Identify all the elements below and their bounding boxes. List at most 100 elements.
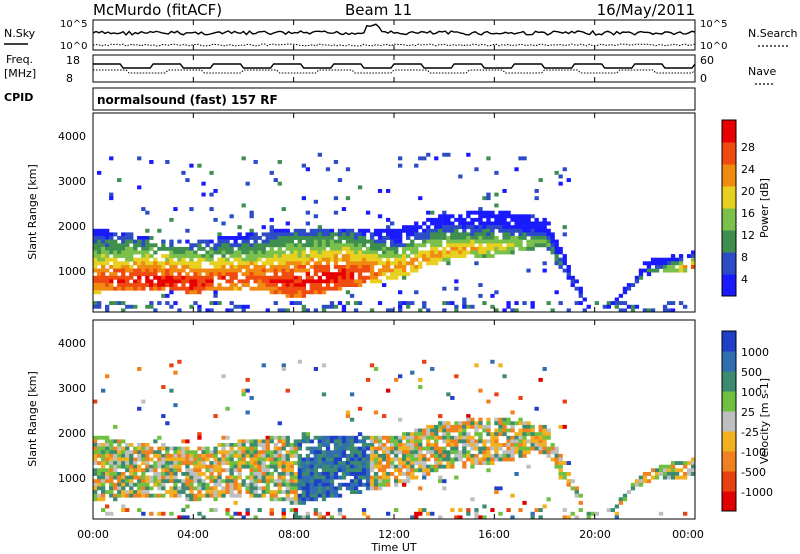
- velocity-colorbar-label: Velocity [m s-1]: [758, 378, 771, 464]
- heatmap-cell: [414, 450, 419, 455]
- heatmap-cell: [117, 439, 122, 444]
- heatmap-cell: [97, 450, 102, 455]
- heatmap-cell: [325, 468, 331, 473]
- heatmap-cell: [410, 461, 415, 466]
- heatmap-cell: [281, 363, 286, 368]
- heatmap-cell: [494, 428, 499, 433]
- heatmap-cell: [161, 239, 166, 244]
- heatmap-cell: [233, 468, 238, 473]
- heatmap-cell: [474, 217, 479, 222]
- heatmap-cell: [153, 272, 158, 277]
- heatmap-cell: [345, 261, 351, 266]
- heatmap-cell: [245, 257, 250, 262]
- heatmap-cell: [317, 446, 323, 451]
- heatmap-cell: [169, 268, 174, 273]
- heatmap-cell: [253, 261, 258, 266]
- heatmap-cell: [197, 290, 202, 295]
- heatmap-cell: [398, 265, 403, 269]
- heatmap-cell: [490, 228, 495, 233]
- heatmap-cell: [510, 493, 515, 498]
- heatmap-cell: [486, 225, 491, 230]
- heatmap-cell: [333, 304, 339, 309]
- heatmap-cell: [377, 435, 383, 440]
- heatmap-cell: [614, 515, 620, 520]
- heatmap-cell: [241, 265, 246, 269]
- heatmap-cell: [450, 450, 455, 455]
- heatmap-cell: [390, 439, 395, 444]
- heatmap-cell: [341, 453, 347, 458]
- heatmap-cell: [293, 293, 299, 298]
- heatmap-cell: [145, 210, 150, 215]
- heatmap-cell: [406, 254, 411, 259]
- heatmap-cell: [337, 439, 343, 444]
- heatmap-cell: [261, 490, 266, 495]
- heatmap-cell: [386, 246, 391, 251]
- heatmap-cell: [233, 475, 238, 480]
- heatmap-cell: [325, 254, 331, 259]
- heatmap-cell: [221, 254, 226, 259]
- heatmap-cell: [410, 261, 415, 266]
- heatmap-cell: [137, 283, 142, 288]
- heatmap-cell: [113, 239, 118, 244]
- heatmap-cell: [277, 457, 282, 462]
- heatmap-cell: [482, 515, 487, 520]
- heatmap-cell: [297, 461, 303, 466]
- heatmap-cell: [687, 472, 692, 476]
- heatmap-cell: [157, 479, 162, 484]
- heatmap-cell: [197, 479, 202, 484]
- heatmap-cell: [510, 424, 515, 429]
- heatmap-cell: [181, 479, 186, 484]
- heatmap-cell: [666, 308, 672, 313]
- heatmap-cell: [434, 453, 439, 458]
- heatmap-cell: [377, 272, 383, 277]
- heatmap-cell: [454, 239, 459, 244]
- heatmap-cell: [510, 428, 515, 433]
- heatmap-cell: [297, 468, 303, 473]
- heatmap-cell: [566, 272, 571, 277]
- heatmap-cell: [281, 515, 286, 520]
- heatmap-cell: [217, 490, 222, 495]
- heatmap-cell: [365, 457, 371, 462]
- heatmap-cell: [345, 410, 351, 415]
- heatmap-cell: [93, 486, 98, 491]
- heatmap-cell: [245, 482, 250, 487]
- heatmap-cell: [357, 406, 363, 411]
- heatmap-cell: [414, 268, 419, 273]
- heatmap-cell: [281, 254, 286, 259]
- heatmap-cell: [249, 486, 254, 491]
- heatmap-cell: [293, 265, 299, 269]
- heatmap-cell: [261, 443, 266, 447]
- heatmap-cell: [193, 301, 198, 306]
- heatmap-cell: [305, 261, 311, 266]
- heatmap-cell: [345, 283, 351, 288]
- heatmap-cell: [97, 246, 102, 251]
- heatmap-cell: [382, 261, 387, 266]
- heatmap-cell: [530, 221, 535, 226]
- heatmap-cell: [145, 243, 150, 248]
- heatmap-cell: [614, 297, 620, 302]
- heatmap-cell: [177, 308, 182, 313]
- heatmap-cell: [333, 283, 339, 288]
- heatmap-cell: [454, 450, 459, 455]
- heatmap-cell: [309, 286, 315, 291]
- heatmap-cell: [394, 228, 399, 233]
- heatmap-cell: [253, 243, 258, 248]
- heatmap-cell: [157, 472, 162, 476]
- heatmap-cell: [205, 464, 210, 469]
- heatmap-cell: [646, 268, 652, 273]
- heatmap-cell: [277, 497, 282, 502]
- heatmap-cell: [285, 261, 290, 266]
- heatmap-cell: [650, 468, 656, 473]
- heatmap-cell: [422, 468, 427, 473]
- heatmap-cell: [337, 228, 343, 233]
- heatmap-cell: [373, 450, 379, 455]
- heatmap-cell: [434, 228, 439, 233]
- heatmap-cell: [422, 446, 427, 451]
- heatmap-cell: [333, 286, 339, 291]
- heatmap-cell: [101, 268, 106, 273]
- heatmap-cell: [141, 399, 146, 404]
- heatmap-cell: [450, 250, 455, 255]
- heatmap-cell: [402, 246, 407, 251]
- heatmap-cell: [506, 421, 511, 426]
- heatmap-cell: [321, 486, 327, 491]
